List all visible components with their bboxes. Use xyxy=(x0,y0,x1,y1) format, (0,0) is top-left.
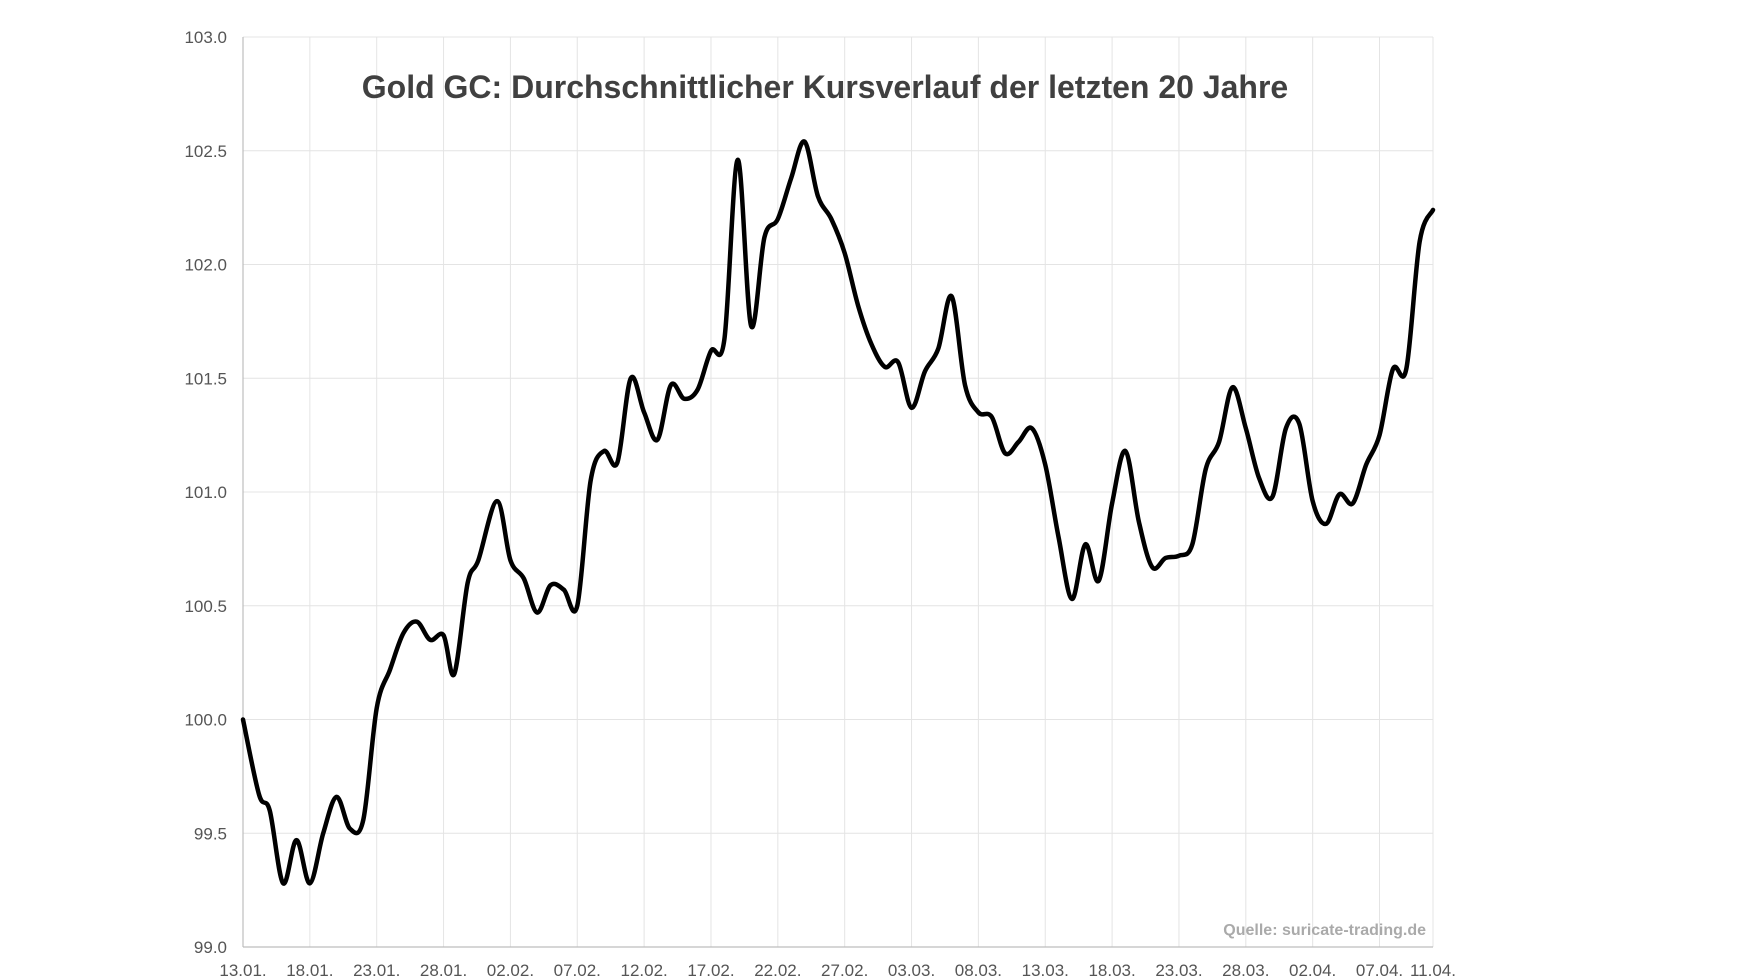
y-tick-label: 103.0 xyxy=(184,28,227,47)
x-tick-label: 23.03. xyxy=(1155,961,1202,980)
x-tick-label: 13.03. xyxy=(1022,961,1069,980)
x-tick-label: 02.04. xyxy=(1289,961,1336,980)
chart-title: Gold GC: Durchschnittlicher Kursverlauf … xyxy=(362,69,1288,105)
x-tick-label: 27.02. xyxy=(821,961,868,980)
y-tick-label: 102.5 xyxy=(184,142,227,161)
x-tick-label: 11.04. xyxy=(1410,961,1456,980)
x-tick-label: 22.02. xyxy=(754,961,801,980)
x-tick-label: 12.02. xyxy=(620,961,667,980)
y-tick-label: 99.5 xyxy=(194,824,227,843)
x-tick-label: 18.01. xyxy=(286,961,333,980)
y-tick-label: 100.5 xyxy=(184,597,227,616)
x-tick-label: 08.03. xyxy=(955,961,1002,980)
x-tick-label: 13.01. xyxy=(219,961,266,980)
x-tick-label: 28.03. xyxy=(1222,961,1269,980)
series xyxy=(240,139,1436,886)
x-tick-label: 03.03. xyxy=(888,961,935,980)
x-tick-label: 07.02. xyxy=(554,961,601,980)
source-label: Quelle: suricate-trading.de xyxy=(1223,922,1426,939)
y-tick-label: 101.0 xyxy=(184,483,227,502)
grid xyxy=(243,36,1434,947)
x-tick-label: 18.03. xyxy=(1088,961,1135,980)
x-tick-label: 02.02. xyxy=(487,961,534,980)
x-tick-label: 17.02. xyxy=(687,961,734,980)
x-tick-label: 07.04. xyxy=(1356,961,1403,980)
x-tick-label: 28.01. xyxy=(420,961,467,980)
y-tick-label: 102.0 xyxy=(184,256,227,275)
y-tick-label: 100.0 xyxy=(184,711,227,730)
x-tick-label: 23.01. xyxy=(353,961,400,980)
axes xyxy=(242,37,1433,948)
x-tick-labels: 13.01. 18.01. 23.01. 28.01. 02.02. 07.02. 12.0… xyxy=(219,961,1456,980)
y-tick-label: 99.0 xyxy=(194,938,227,957)
y-tick-label: 101.5 xyxy=(184,369,227,388)
y-tick-labels: 99.0 99.5 100.0 100.5 101.0 101.5 102.0 102.5 10… xyxy=(184,28,227,957)
series-line-0 xyxy=(240,139,1436,886)
